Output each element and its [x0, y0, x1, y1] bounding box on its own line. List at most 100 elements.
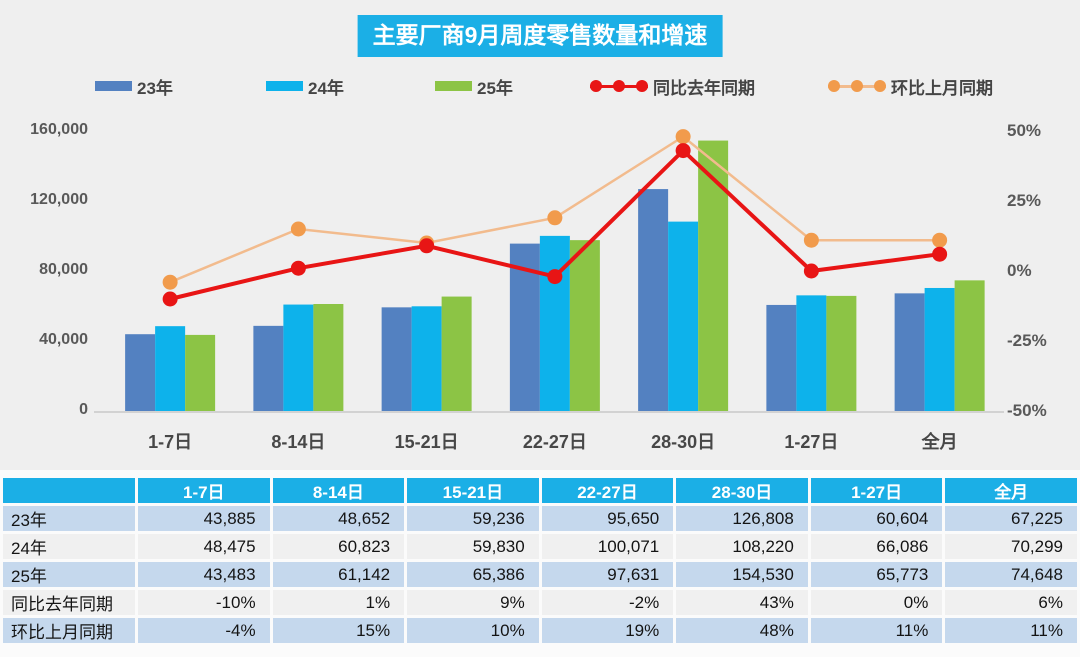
bar-25年-22-27日: [569, 240, 600, 411]
bar-25年-1-7日: [185, 334, 216, 411]
bar-25年-1-27日: [826, 295, 857, 411]
y-right-tick-0%: 0%: [1007, 261, 1032, 280]
y-right-tick-50%: 50%: [1007, 121, 1042, 140]
row-label-25年: 25年: [3, 562, 135, 587]
bar-25年-8-14日: [313, 304, 344, 411]
y-right-tick--50%: -50%: [1007, 401, 1047, 420]
table-row-环比上月同期: 环比上月同期 -4% 15% 10% 19% 48% 11% 11%: [3, 618, 1077, 643]
table-row-23年: 23年 43,885 48,652 59,236 95,650 126,808 60,604…: [3, 506, 1077, 531]
table-body: 23年 43,885 48,652 59,236 95,650 126,808 60,604…: [3, 506, 1077, 643]
bar-23年-全月: [894, 293, 925, 411]
table-header-1-27日: 1-27日: [810, 478, 943, 503]
table-header-8-14日: 8-14日: [272, 478, 405, 503]
cell-同比去年同期-8-14日: 1%: [272, 590, 405, 615]
cell-25年-1-7日: 43,483: [138, 562, 270, 587]
legend-label-23年: 23年: [137, 78, 173, 98]
bar-24年-1-7日: [155, 326, 186, 411]
cell-25年-15-21日: 65,386: [407, 562, 539, 587]
table-header-15-21日: 15-21日: [407, 478, 539, 503]
cell-23年-1-27日: 60,604: [810, 506, 943, 531]
legend-label-25年: 25年: [477, 78, 513, 98]
combo-chart-canvas: [94, 129, 1004, 413]
legend-dot-sample: [851, 80, 863, 92]
cell-23年-15-21日: 59,236: [407, 506, 539, 531]
legend-label-环比上月同期: 环比上月同期: [891, 78, 993, 98]
cell-25年-22-27日: 97,631: [541, 562, 674, 587]
marker-同比去年同期-1-7日: [162, 291, 178, 307]
legend-item-环比上月同期: 环比上月同期: [828, 74, 993, 98]
cell-24年-15-21日: 59,830: [407, 534, 539, 559]
marker-环比上月同期-1-7日: [162, 274, 178, 290]
legend-item-23年: 23年: [95, 74, 173, 98]
y-left-tick-0: 0: [79, 401, 88, 418]
y-left-tick-120,000: 120,000: [30, 191, 88, 208]
x-category-8-14日: 8-14日: [271, 432, 326, 452]
bar-23年-1-27日: [766, 304, 797, 411]
cell-同比去年同期-1-7日: -10%: [138, 590, 270, 615]
x-category-22-27日: 22-27日: [522, 432, 587, 452]
x-category-全月: 全月: [921, 432, 958, 452]
legend-item-同比去年同期: 同比去年同期: [590, 74, 755, 98]
bar-24年-15-21日: [411, 306, 442, 411]
cell-同比去年同期-全月: 6%: [945, 590, 1077, 615]
cell-同比去年同期-15-21日: 9%: [407, 590, 539, 615]
cell-环比上月同期-15-21日: 10%: [407, 618, 539, 643]
bar-24年-22-27日: [539, 235, 570, 411]
x-category-15-21日: 15-21日: [394, 432, 459, 452]
row-label-同比去年同期: 同比去年同期: [3, 590, 135, 615]
table-header-1-7日: 1-7日: [138, 478, 270, 503]
marker-同比去年同期-15-21日: [419, 238, 435, 254]
x-category-1-27日: 1-27日: [784, 432, 839, 452]
cell-23年-全月: 67,225: [945, 506, 1077, 531]
legend-swatch-环比上月同期: [828, 79, 886, 93]
cell-23年-8-14日: 48,652: [272, 506, 405, 531]
cell-23年-1-7日: 43,885: [138, 506, 270, 531]
cell-25年-28-30日: 154,530: [676, 562, 808, 587]
x-category-1-7日: 1-7日: [148, 432, 193, 452]
marker-环比上月同期-1-27日: [803, 232, 819, 248]
data-table-section: 1-7日 8-14日 15-21日 22-27日 28-30日 1-27日 全月 23年 43…: [0, 470, 1080, 657]
y-left-tick-40,000: 40,000: [39, 331, 88, 348]
marker-环比上月同期-全月: [932, 232, 948, 248]
y-right-tick--25%: -25%: [1007, 331, 1047, 350]
bar-24年-全月: [924, 287, 955, 411]
marker-环比上月同期-28-30日: [675, 129, 691, 145]
cell-同比去年同期-28-30日: 43%: [676, 590, 808, 615]
cell-环比上月同期-28-30日: 48%: [676, 618, 808, 643]
bar-25年-全月: [954, 280, 985, 411]
cell-24年-1-7日: 48,475: [138, 534, 270, 559]
bar-24年-1-27日: [796, 295, 827, 411]
table-row-24年: 24年 48,475 60,823 59,830 100,071 108,220 66,08…: [3, 534, 1077, 559]
marker-同比去年同期-1-27日: [803, 263, 819, 279]
legend-swatch-23年: [95, 81, 132, 91]
bar-23年-8-14日: [253, 325, 284, 411]
legend-dot-sample: [636, 80, 648, 92]
row-label-24年: 24年: [3, 534, 135, 559]
cell-24年-1-27日: 66,086: [810, 534, 943, 559]
data-table: 1-7日 8-14日 15-21日 22-27日 28-30日 1-27日 全月 23年 43…: [0, 475, 1080, 646]
marker-环比上月同期-22-27日: [547, 210, 563, 226]
cell-24年-22-27日: 100,071: [541, 534, 674, 559]
bar-23年-15-21日: [381, 307, 412, 411]
cell-25年-全月: 74,648: [945, 562, 1077, 587]
row-label-23年: 23年: [3, 506, 135, 531]
cell-环比上月同期-8-14日: 15%: [272, 618, 405, 643]
y-left-tick-160,000: 160,000: [30, 121, 88, 138]
marker-同比去年同期-8-14日: [290, 260, 306, 276]
cell-同比去年同期-22-27日: -2%: [541, 590, 674, 615]
cell-环比上月同期-1-7日: -4%: [138, 618, 270, 643]
legend-swatch-24年: [266, 81, 303, 91]
table-header-row: 1-7日 8-14日 15-21日 22-27日 28-30日 1-27日 全月: [3, 478, 1077, 503]
row-label-环比上月同期: 环比上月同期: [3, 618, 135, 643]
bar-25年-15-21日: [441, 296, 472, 411]
bar-23年-1-7日: [125, 334, 156, 411]
cell-24年-全月: 70,299: [945, 534, 1077, 559]
legend-label-同比去年同期: 同比去年同期: [653, 78, 755, 98]
legend-swatch-25年: [435, 81, 472, 91]
marker-同比去年同期-22-27日: [547, 269, 563, 285]
table-header-28-30日: 28-30日: [676, 478, 808, 503]
legend-item-24年: 24年: [266, 74, 344, 98]
cell-25年-1-27日: 65,773: [810, 562, 943, 587]
legend-swatch-同比去年同期: [590, 79, 648, 93]
